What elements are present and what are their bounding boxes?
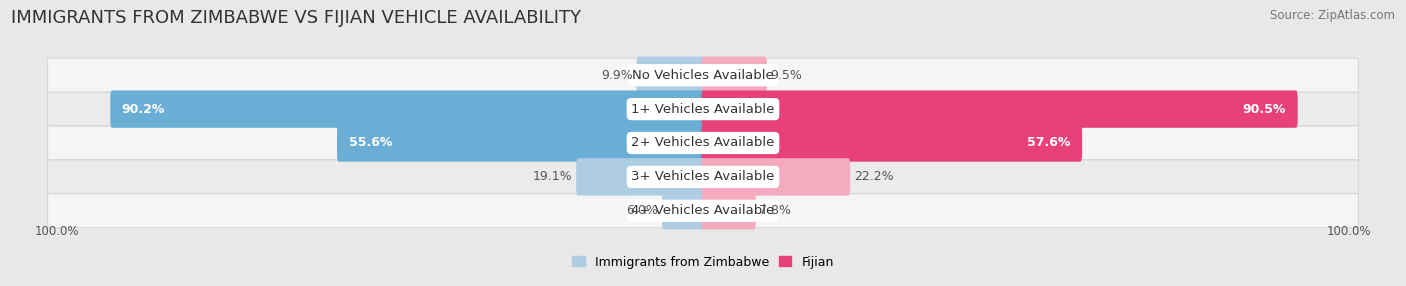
Text: 3+ Vehicles Available: 3+ Vehicles Available (631, 170, 775, 183)
FancyBboxPatch shape (576, 158, 704, 196)
Text: 9.9%: 9.9% (602, 69, 633, 82)
FancyBboxPatch shape (48, 126, 1358, 160)
Text: 9.5%: 9.5% (770, 69, 803, 82)
Text: 1+ Vehicles Available: 1+ Vehicles Available (631, 103, 775, 116)
FancyBboxPatch shape (48, 58, 1358, 92)
FancyBboxPatch shape (702, 124, 1083, 162)
FancyBboxPatch shape (110, 90, 704, 128)
Legend: Immigrants from Zimbabwe, Fijian: Immigrants from Zimbabwe, Fijian (572, 255, 834, 269)
Text: 90.5%: 90.5% (1243, 103, 1286, 116)
Text: 7.8%: 7.8% (759, 204, 792, 217)
FancyBboxPatch shape (48, 160, 1358, 194)
Text: 90.2%: 90.2% (122, 103, 165, 116)
Text: 4+ Vehicles Available: 4+ Vehicles Available (631, 204, 775, 217)
Text: No Vehicles Available: No Vehicles Available (633, 69, 773, 82)
Text: 19.1%: 19.1% (533, 170, 572, 183)
Text: 100.0%: 100.0% (1327, 225, 1371, 238)
FancyBboxPatch shape (702, 90, 1298, 128)
FancyBboxPatch shape (702, 158, 851, 196)
Text: 2+ Vehicles Available: 2+ Vehicles Available (631, 136, 775, 150)
FancyBboxPatch shape (48, 92, 1358, 126)
FancyBboxPatch shape (637, 57, 704, 94)
Text: IMMIGRANTS FROM ZIMBABWE VS FIJIAN VEHICLE AVAILABILITY: IMMIGRANTS FROM ZIMBABWE VS FIJIAN VEHIC… (11, 9, 581, 27)
Text: 22.2%: 22.2% (853, 170, 893, 183)
Text: 57.6%: 57.6% (1028, 136, 1070, 150)
FancyBboxPatch shape (337, 124, 704, 162)
Text: Source: ZipAtlas.com: Source: ZipAtlas.com (1270, 9, 1395, 21)
FancyBboxPatch shape (702, 57, 766, 94)
FancyBboxPatch shape (48, 194, 1358, 228)
Text: 6.0%: 6.0% (627, 204, 658, 217)
Text: 55.6%: 55.6% (349, 136, 392, 150)
FancyBboxPatch shape (662, 192, 704, 229)
FancyBboxPatch shape (702, 192, 756, 229)
Text: 100.0%: 100.0% (35, 225, 79, 238)
